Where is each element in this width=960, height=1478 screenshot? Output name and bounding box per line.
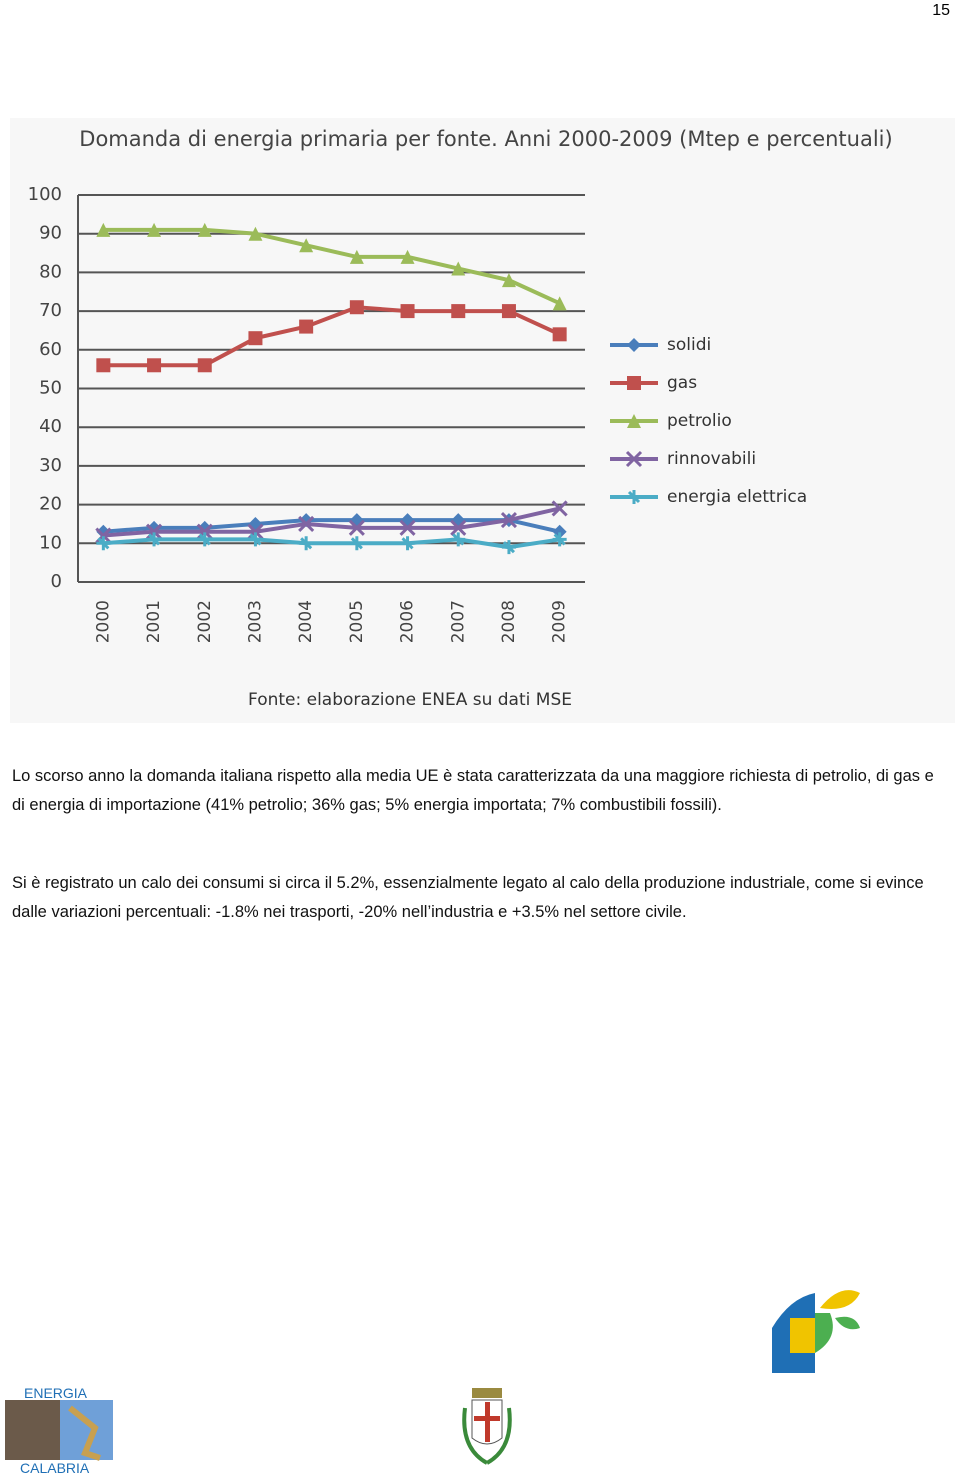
data-point: [451, 304, 466, 319]
chart-title: Domanda di energia primaria per fonte. A…: [79, 127, 892, 151]
data-point: [552, 327, 567, 342]
data-point: [96, 358, 111, 373]
legend-label: energia elettrica: [667, 487, 807, 507]
logo-energia-calabria: ENERGIA CALABRIA: [5, 1385, 113, 1476]
logo-text: ENERGIA: [24, 1385, 88, 1401]
logo-text: CALABRIA: [20, 1460, 90, 1476]
logo-leaf: [772, 1290, 860, 1373]
data-point: [349, 249, 364, 264]
data-point: [299, 536, 314, 551]
x-tick-label: 2000: [93, 600, 113, 643]
y-tick-label: 50: [39, 378, 62, 399]
chart-source: Fonte: elaborazione ENEA su dati MSE: [248, 690, 572, 710]
data-point: [349, 536, 364, 551]
data-point: [298, 515, 315, 533]
data-point: [400, 536, 415, 551]
data-point: [248, 226, 263, 241]
legend-marker: [627, 490, 641, 504]
data-point: [400, 249, 415, 264]
chart-background: [10, 118, 955, 723]
series-line: [103, 305, 561, 368]
chart: Domanda di energia primaria per fonte. A…: [10, 118, 955, 723]
data-point: [96, 222, 111, 237]
series-line: [103, 537, 560, 550]
data-point: [501, 540, 516, 555]
y-tick-label: 30: [39, 455, 62, 476]
legend-marker: [627, 338, 641, 352]
data-point: [197, 358, 212, 373]
y-tick-label: 0: [51, 571, 62, 592]
data-point: [147, 358, 162, 373]
legend-label: rinnovabili: [667, 449, 756, 469]
x-tick-label: 2008: [499, 600, 519, 643]
x-tick-label: 2009: [550, 600, 570, 643]
legend-marker: [625, 450, 643, 468]
page-number: 15: [932, 2, 950, 19]
legend-marker: [627, 376, 641, 390]
data-point: [349, 300, 364, 315]
x-tick-label: 2005: [347, 600, 367, 643]
y-tick-label: 80: [39, 261, 62, 282]
y-tick-label: 90: [39, 223, 62, 244]
data-point: [451, 532, 466, 547]
y-tick-label: 60: [39, 339, 62, 360]
y-tick-label: 10: [39, 532, 62, 553]
series-line: [103, 506, 561, 538]
x-tick-label: 2003: [245, 600, 265, 643]
data-point: [552, 532, 567, 547]
data-point: [197, 222, 212, 237]
data-point: [248, 331, 263, 346]
legend-label: petrolio: [667, 411, 732, 431]
y-tick-label: 70: [39, 300, 62, 321]
data-point: [299, 238, 314, 253]
legend-label: solidi: [667, 335, 711, 355]
data-point: [501, 304, 516, 319]
y-tick-label: 100: [28, 184, 62, 205]
legend-label: gas: [667, 373, 697, 393]
series-line: [103, 518, 561, 534]
logo-crest: [462, 1388, 512, 1465]
data-point: [400, 304, 415, 319]
x-tick-label: 2006: [398, 600, 418, 643]
legend-marker: [627, 414, 641, 428]
data-point: [197, 532, 212, 547]
data-point: [96, 536, 111, 551]
data-point: [348, 519, 365, 536]
data-point: [501, 273, 516, 288]
data-point: [450, 519, 467, 536]
data-point: [451, 261, 466, 276]
paragraph: Lo scorso anno la domanda italiana rispe…: [12, 767, 934, 814]
data-point: [299, 319, 314, 334]
x-tick-label: 2004: [296, 600, 316, 643]
y-tick-label: 20: [39, 494, 62, 515]
series-line: [103, 227, 561, 306]
data-point: [551, 500, 568, 517]
footer-logos: ENERGIA CALABRIA: [5, 1290, 860, 1476]
data-point: [552, 296, 567, 311]
y-tick-label: 40: [39, 416, 62, 437]
x-tick-label: 2001: [144, 600, 164, 643]
data-point: [399, 519, 416, 536]
x-tick-label: 2002: [195, 600, 215, 643]
data-point: [147, 222, 162, 237]
x-tick-label: 2007: [448, 600, 468, 643]
data-point: [147, 532, 162, 547]
data-point: [248, 532, 263, 547]
paragraph: Si è registrato un calo dei consumi si c…: [12, 874, 924, 921]
data-point: [500, 512, 518, 529]
